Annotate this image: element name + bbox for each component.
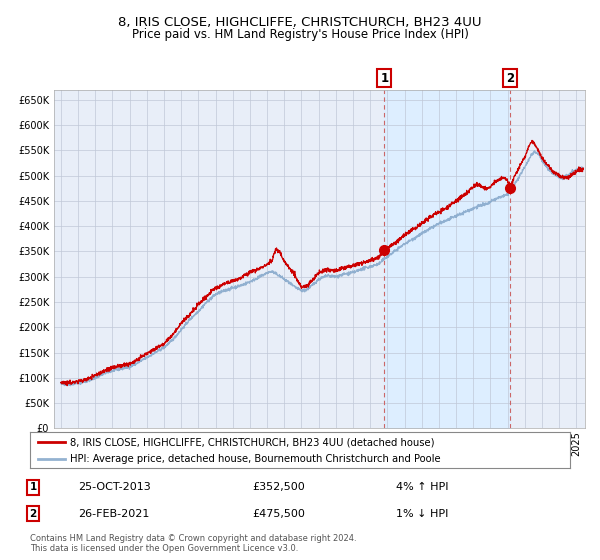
Text: 1: 1: [380, 72, 388, 85]
Text: Price paid vs. HM Land Registry's House Price Index (HPI): Price paid vs. HM Land Registry's House …: [131, 28, 469, 41]
Text: HPI: Average price, detached house, Bournemouth Christchurch and Poole: HPI: Average price, detached house, Bour…: [71, 454, 441, 464]
Text: £352,500: £352,500: [252, 482, 305, 492]
Text: Contains HM Land Registry data © Crown copyright and database right 2024.
This d: Contains HM Land Registry data © Crown c…: [30, 534, 356, 553]
Text: 8, IRIS CLOSE, HIGHCLIFFE, CHRISTCHURCH, BH23 4UU: 8, IRIS CLOSE, HIGHCLIFFE, CHRISTCHURCH,…: [118, 16, 482, 29]
Text: 4% ↑ HPI: 4% ↑ HPI: [396, 482, 449, 492]
Text: 1: 1: [29, 482, 37, 492]
Text: 26-FEB-2021: 26-FEB-2021: [78, 508, 149, 519]
Text: 2: 2: [506, 72, 514, 85]
Text: £475,500: £475,500: [252, 508, 305, 519]
Text: 8, IRIS CLOSE, HIGHCLIFFE, CHRISTCHURCH, BH23 4UU (detached house): 8, IRIS CLOSE, HIGHCLIFFE, CHRISTCHURCH,…: [71, 437, 435, 447]
Text: 1% ↓ HPI: 1% ↓ HPI: [396, 508, 448, 519]
Text: 25-OCT-2013: 25-OCT-2013: [78, 482, 151, 492]
Text: 2: 2: [29, 508, 37, 519]
